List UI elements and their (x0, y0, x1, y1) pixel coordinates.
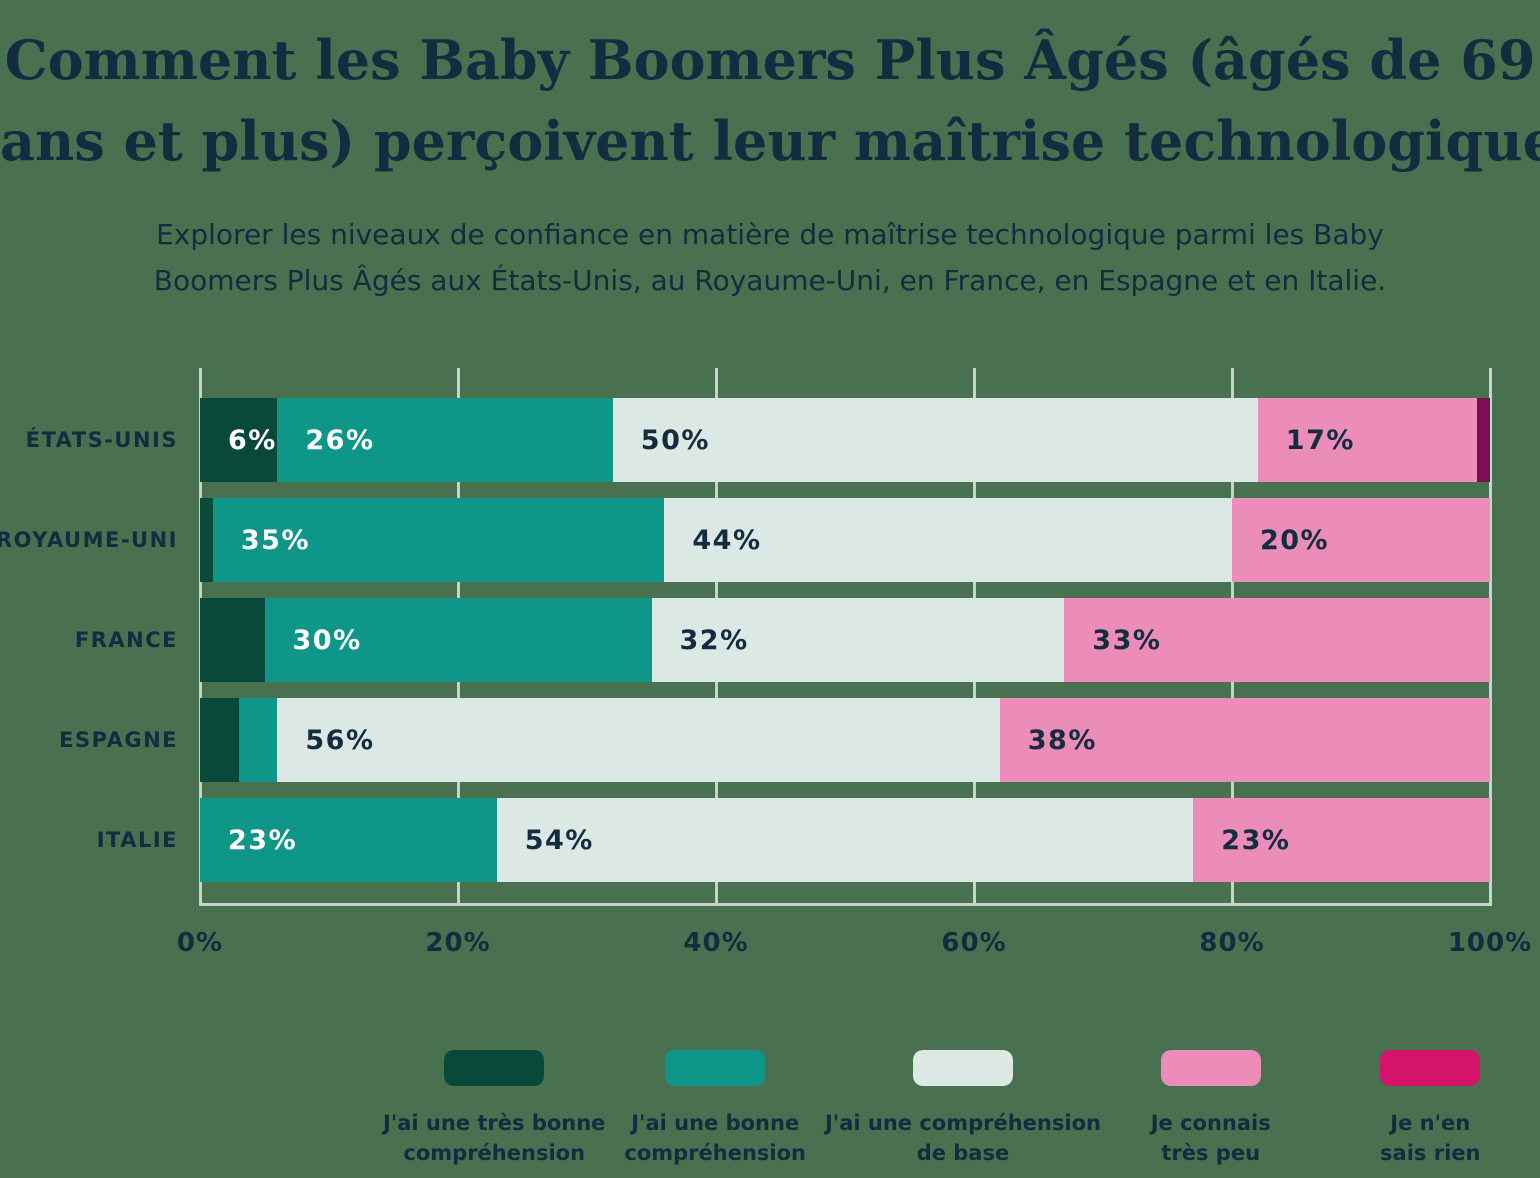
x-axis-tick-label: 20% (425, 928, 491, 958)
row-label: FRANCE (74, 628, 178, 652)
bar-segment-value-label: 32% (679, 624, 749, 656)
legend-label-line: Je n'en (1390, 1111, 1471, 1135)
legend-label-line: Je connais (1150, 1111, 1271, 1135)
chart-subtitle-line-2: Boomers Plus Âgés aux États-Unis, au Roy… (153, 264, 1387, 297)
bar-segment: 44% (664, 498, 1232, 582)
legend-label-line: compréhension (403, 1141, 586, 1165)
bar-segment-value-label: 33% (1092, 624, 1162, 656)
legend-label-line: J'ai une bonne (631, 1111, 800, 1135)
category-axis-labels: ÉTATS-UNIS ROYAUME-UNI FRANCE ESPAGNE ITALIE (0, 368, 188, 906)
bar-row: 23% 54% 23% (200, 798, 1490, 882)
bar-segment (238, 698, 278, 782)
bar-segment (200, 498, 213, 582)
legend-swatch (1160, 1050, 1261, 1086)
row-label: ROYAUME-UNI (0, 528, 178, 552)
bar-segment: 33% (1064, 598, 1490, 682)
bar-segment: 50% (612, 398, 1258, 482)
bar-segment-value-label: 44% (692, 524, 762, 556)
bar-segment-value-label: 54% (524, 824, 594, 856)
row-label: ÉTATS-UNIS (25, 428, 178, 452)
legend-label: J'ai une très bonne compréhension (383, 1108, 605, 1168)
legend: J'ai une très bonne compréhension J'ai une… (383, 1050, 1540, 1168)
legend-item: J'ai une compréhension de base (825, 1050, 1101, 1168)
legend-label: Je connais très peu (1151, 1108, 1271, 1168)
legend-label-line: très peu (1161, 1141, 1261, 1165)
legend-item: J'ai une bonne compréhension (605, 1050, 825, 1168)
bar-segment: 54% (496, 798, 1194, 882)
bar-segment: 20% (1231, 498, 1490, 582)
legend-item: J'ai une très bonne compréhension (383, 1050, 605, 1168)
legend-swatch (1380, 1050, 1481, 1086)
legend-label-line: sais rien (1380, 1141, 1481, 1165)
bar-segment: 38% (999, 698, 1490, 782)
legend-swatch (665, 1050, 766, 1086)
x-axis-tick-label: 60% (941, 928, 1007, 958)
bar-segment-value-label: 35% (240, 524, 311, 556)
bar-segment (1477, 398, 1490, 482)
legend-label-line: J'ai une compréhension (824, 1111, 1101, 1135)
row-label: ESPAGNE (59, 728, 178, 752)
x-axis-tick-label: 0% (176, 928, 224, 958)
bar-segment: 6% (200, 398, 278, 482)
chart-subtitle-line-1: Explorer les niveaux de confiance en mat… (156, 218, 1384, 251)
x-axis-line (199, 903, 1492, 906)
legend-label: Je n'en sais rien (1380, 1108, 1480, 1168)
bar-row: 30% 32% 33% (200, 598, 1490, 682)
row-label: ITALIE (96, 828, 178, 852)
legend-label-line: de base (916, 1141, 1010, 1165)
legend-label-line: compréhension (624, 1141, 806, 1165)
bar-segment: 35% (212, 498, 665, 582)
page-title-line-2: ans et plus) perçoivent leur maîtrise te… (0, 109, 1540, 173)
legend-label: J'ai une compréhension de base (825, 1108, 1101, 1168)
legend-label: J'ai une bonne compréhension (624, 1108, 806, 1168)
bar-segment: 17% (1257, 398, 1478, 482)
bar-row: 6% 26% 50% 17% (200, 398, 1490, 482)
bar-segment-value-label: 38% (1027, 724, 1097, 756)
page-title: Comment les Baby Boomers Plus Âgés (âgés… (0, 20, 1540, 182)
bar-segment: 23% (1193, 798, 1490, 882)
bar-row: 56% 38% (200, 698, 1490, 782)
legend-item: Je n'en sais rien (1320, 1050, 1540, 1168)
bar-segment-value-label: 30% (292, 624, 362, 656)
bar-segment-value-label: 23% (228, 824, 298, 856)
bar-segment-value-label: 26% (305, 424, 375, 456)
bar-segment: 23% (200, 798, 497, 882)
page-title-line-1: Comment les Baby Boomers Plus Âgés (âgés… (4, 28, 1536, 92)
bar-segment-value-label: 20% (1259, 524, 1330, 556)
bar-segment (200, 698, 239, 782)
bar-segment: 32% (651, 598, 1065, 682)
x-axis-tick-label: 100% (1447, 928, 1533, 958)
bar-segment-value-label: 56% (305, 724, 375, 756)
bar-segment: 30% (264, 598, 652, 682)
bar-segment-value-label: 17% (1285, 424, 1355, 456)
bar-row: 35% 44% 20% (200, 498, 1490, 582)
gridline (1488, 368, 1492, 906)
bar-segment: 56% (277, 698, 1000, 782)
x-axis-tick-label: 40% (683, 928, 749, 958)
x-axis-tick-label: 80% (1199, 928, 1265, 958)
legend-swatch (444, 1050, 545, 1086)
legend-item: Je connais très peu (1101, 1050, 1321, 1168)
plot-area: 6% 26% 50% 17% 35% 44% 20% 30% 32% 33% 56% 38% 23% 54… (198, 368, 1492, 906)
legend-label-line: J'ai une très bonne (383, 1111, 606, 1135)
legend-swatch (912, 1050, 1013, 1086)
chart-subtitle: Explorer les niveaux de confiance en mat… (0, 212, 1540, 304)
bar-segment: 26% (277, 398, 613, 482)
bar-segment-value-label: 50% (640, 424, 710, 456)
bar-segment (200, 598, 265, 682)
x-axis-tick-labels: 0% 20% 40% 60% 80% 100% (177, 928, 1531, 970)
bar-segment-value-label: 6% (228, 424, 277, 456)
bar-segment-value-label: 23% (1221, 824, 1291, 856)
